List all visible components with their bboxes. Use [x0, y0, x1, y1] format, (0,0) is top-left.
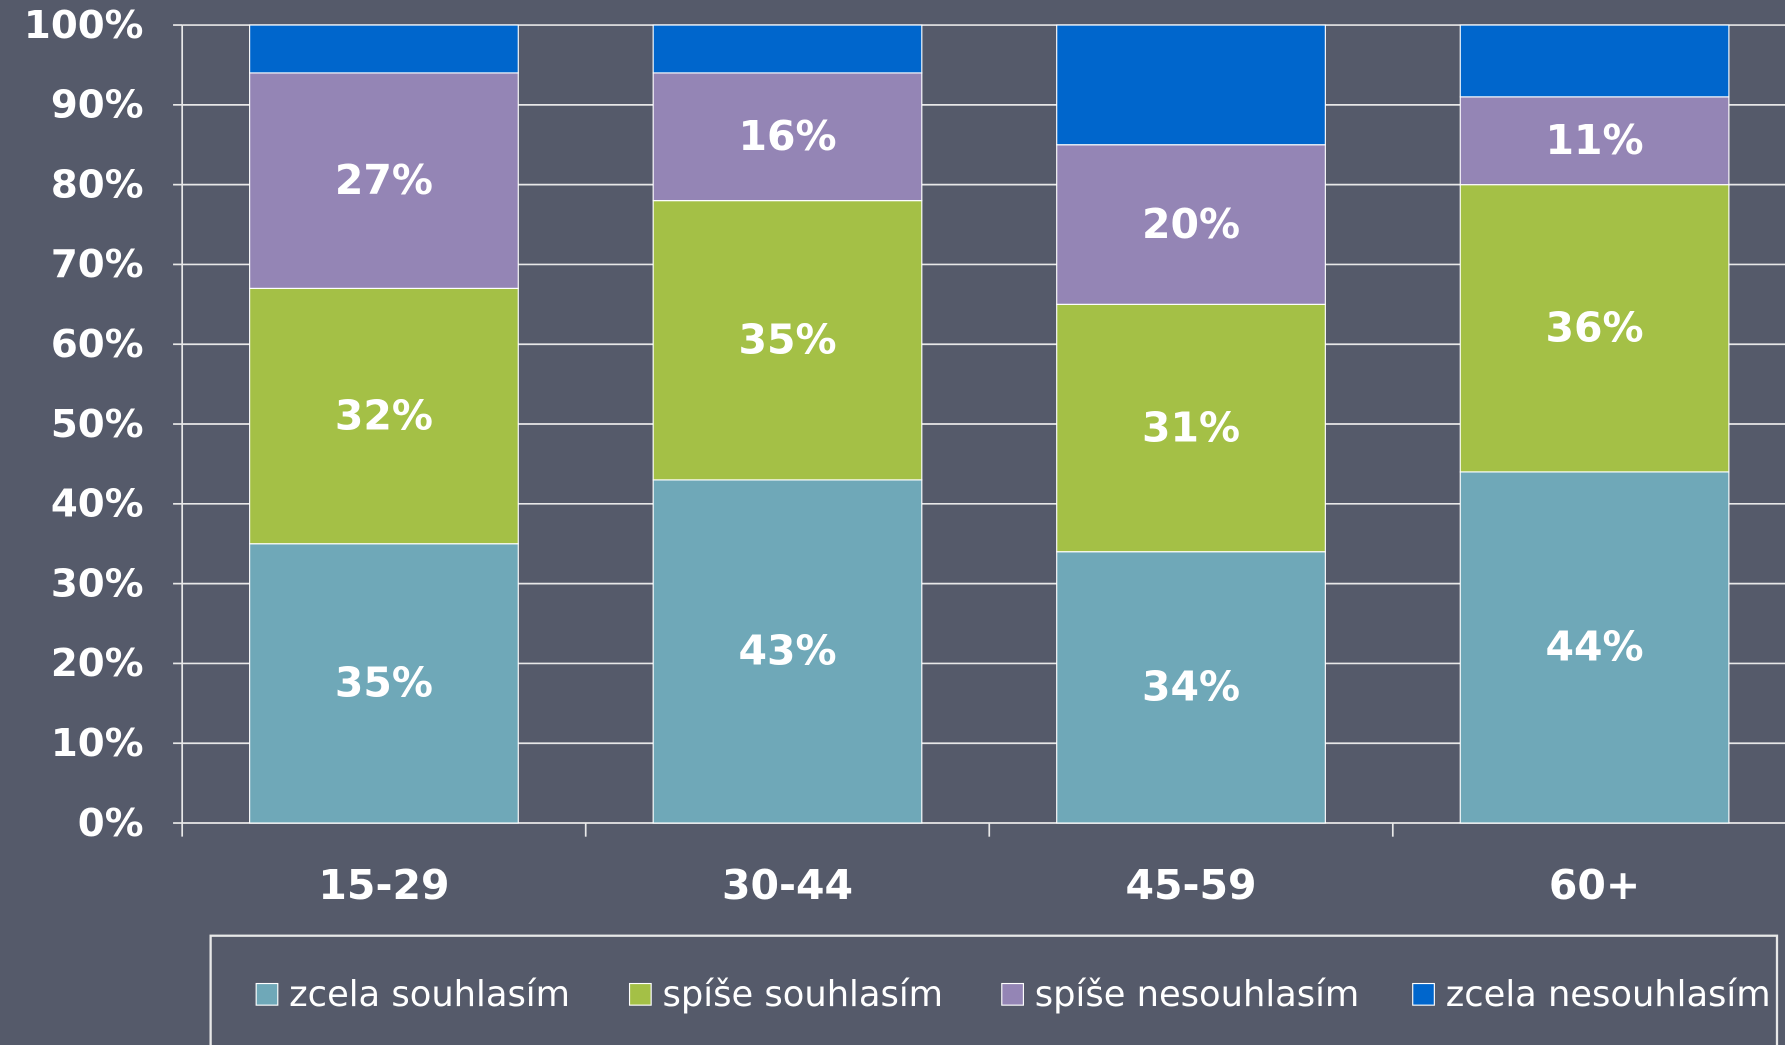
legend-swatch — [628, 982, 652, 1006]
bar-segment — [1459, 96, 1730, 186]
y-tick-label: 0% — [78, 801, 144, 846]
y-tick-label: 80% — [51, 162, 144, 207]
legend-label: zcela souhlasím — [289, 974, 570, 1015]
bar-segment — [652, 479, 923, 824]
legend-label: spíše nesouhlasím — [1035, 974, 1359, 1015]
x-tick-label: 15-29 — [318, 861, 449, 909]
data-label: 35% — [738, 316, 836, 364]
bar-segment — [652, 24, 923, 74]
bar-segment — [1459, 184, 1730, 473]
bar-segment — [249, 287, 519, 545]
data-label: 35% — [335, 659, 433, 707]
data-label: 27% — [335, 156, 433, 204]
data-label: 20% — [1142, 200, 1240, 248]
bar-segment — [1459, 24, 1730, 98]
y-tick-label: 90% — [51, 83, 144, 128]
y-tick-label: 50% — [51, 402, 144, 447]
bar-segment — [249, 543, 519, 824]
data-label: 31% — [1142, 403, 1240, 451]
y-tick-label: 30% — [51, 561, 144, 606]
y-tick-label: 100% — [24, 3, 144, 48]
x-tick-label: 60+ — [1549, 861, 1640, 909]
y-tick-label: 40% — [51, 482, 144, 527]
bar-segment — [1459, 471, 1730, 824]
legend-label: zcela nesouhlasím — [1446, 974, 1771, 1015]
legend-swatch — [1001, 982, 1024, 1006]
y-tick-label: 20% — [51, 641, 144, 686]
data-label: 34% — [1142, 663, 1240, 711]
y-tick-label: 70% — [51, 242, 144, 287]
legend-box — [209, 934, 1779, 1045]
bar-segment — [1056, 551, 1326, 824]
bar-segment — [249, 72, 519, 289]
y-tick-label: 60% — [51, 322, 144, 367]
data-label: 11% — [1546, 116, 1644, 164]
bar-segment — [1056, 144, 1326, 305]
data-label: 16% — [738, 112, 836, 160]
bar-segment — [1056, 24, 1326, 146]
x-tick-label: 45-59 — [1126, 861, 1257, 909]
legend-label: spíše souhlasím — [663, 974, 943, 1015]
data-label: 36% — [1546, 304, 1644, 352]
y-tick-label: 10% — [51, 721, 144, 766]
bar-segment — [1056, 303, 1326, 553]
x-tick-label: 30-44 — [722, 861, 853, 909]
bar-segment — [652, 72, 923, 202]
legend-swatch — [255, 982, 279, 1006]
bar-segment — [249, 24, 519, 74]
data-label: 32% — [335, 391, 433, 439]
bar-segment — [652, 200, 923, 481]
data-label: 44% — [1546, 623, 1644, 671]
legend-swatch — [1412, 982, 1435, 1006]
data-label: 43% — [738, 627, 836, 675]
